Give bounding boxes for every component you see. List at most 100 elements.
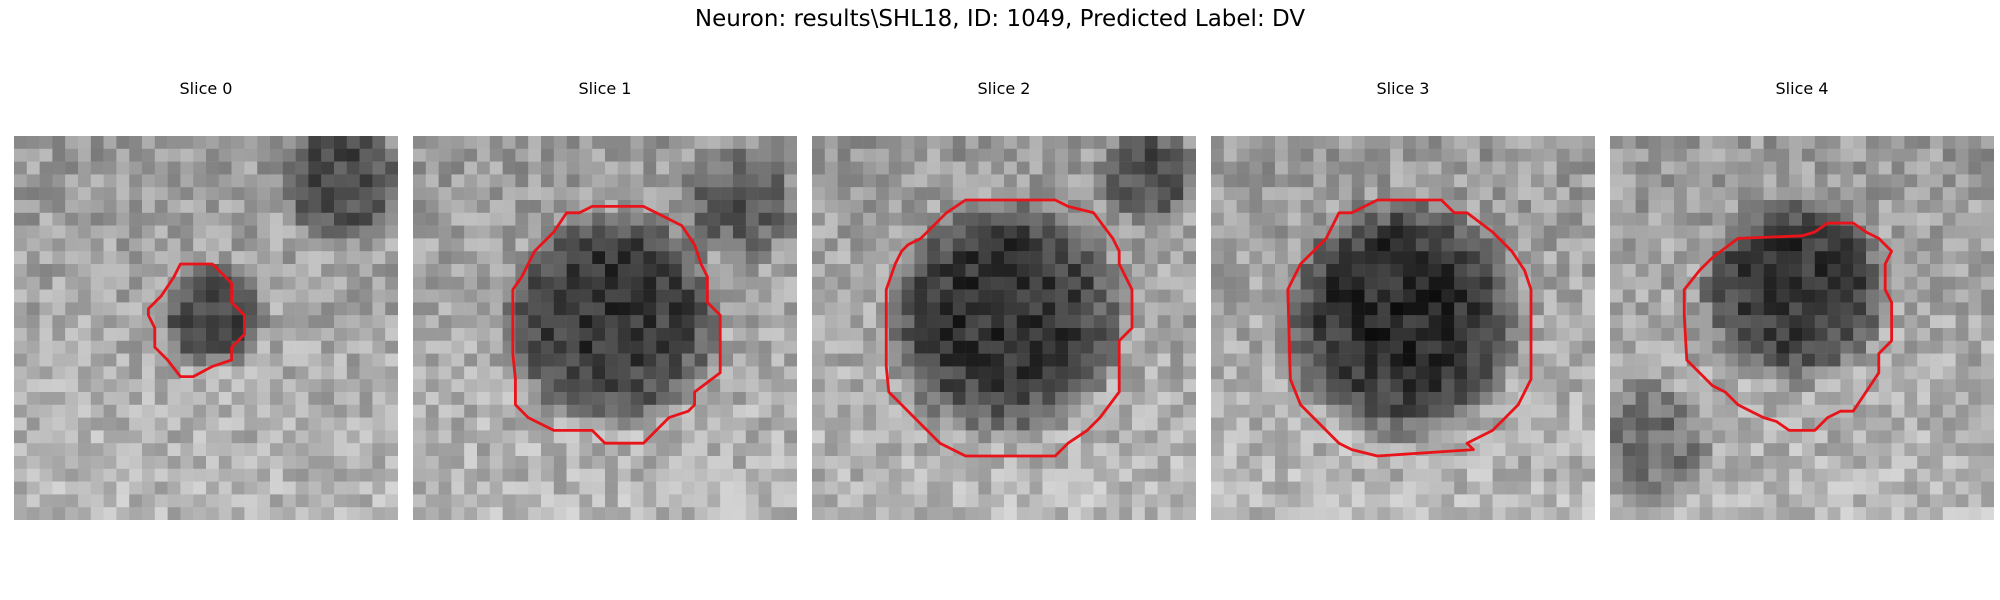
pixel-cell	[270, 417, 284, 431]
pixel-cell	[39, 379, 53, 393]
pixel-cell	[464, 276, 478, 290]
pixel-cell	[1712, 238, 1726, 252]
pixel-cell	[1287, 238, 1301, 252]
pixel-cell	[1454, 366, 1468, 380]
pixel-cell	[1814, 340, 1828, 354]
pixel-cell	[321, 468, 335, 482]
pixel-cell	[630, 264, 644, 278]
pixel-cell	[1326, 443, 1340, 457]
pixel-cell	[991, 468, 1005, 482]
pixel-cell	[978, 264, 992, 278]
pixel-cell	[1275, 200, 1289, 214]
pixel-cell	[477, 379, 491, 393]
pixel-cell	[812, 212, 826, 226]
pixel-cell	[1170, 481, 1184, 495]
pixel-cell	[231, 404, 245, 418]
pixel-cell	[1917, 302, 1931, 316]
pixel-cell	[154, 161, 168, 175]
pixel-cell	[1364, 174, 1378, 188]
pixel-cell	[1789, 212, 1803, 226]
pixel-cell	[1106, 136, 1120, 150]
pixel-cell	[1556, 481, 1570, 495]
pixel-cell	[90, 404, 104, 418]
pixel-cell	[154, 212, 168, 226]
pixel-cell	[707, 379, 721, 393]
pixel-cell	[334, 251, 348, 265]
pixel-cell	[927, 417, 941, 431]
pixel-cell	[1211, 481, 1225, 495]
pixel-cell	[1144, 392, 1158, 406]
pixel-cell	[90, 315, 104, 329]
pixel-cell	[1326, 136, 1340, 150]
pixel-cell	[1441, 148, 1455, 162]
pixel-cell	[1622, 430, 1636, 444]
pixel-cell	[978, 187, 992, 201]
pixel-cell	[733, 353, 747, 367]
pixel-cell	[1339, 136, 1353, 150]
pixel-cell	[425, 238, 439, 252]
pixel-cell	[733, 148, 747, 162]
pixel-cell	[218, 225, 232, 239]
pixel-cell	[592, 212, 606, 226]
pixel-cell	[579, 276, 593, 290]
pixel-cell	[927, 225, 941, 239]
pixel-cell	[1211, 302, 1225, 316]
pixel-cell	[1042, 417, 1056, 431]
pixel-cell	[643, 225, 657, 239]
pixel-cell	[592, 251, 606, 265]
pixel-cell	[1068, 417, 1082, 431]
pixel-cell	[1686, 328, 1700, 342]
pixel-cell	[566, 494, 580, 508]
pixel-cell	[129, 238, 143, 252]
pixel-cell	[940, 238, 954, 252]
pixel-cell	[1738, 276, 1752, 290]
pixel-cell	[1853, 187, 1867, 201]
pixel-cell	[1699, 468, 1713, 482]
pixel-cell	[52, 443, 66, 457]
pixel-cell	[244, 430, 258, 444]
pixel-cell	[784, 161, 797, 175]
pixel-cell	[142, 328, 156, 342]
pixel-cell	[1648, 264, 1662, 278]
pixel-cell	[231, 174, 245, 188]
pixel-cell	[1211, 174, 1225, 188]
pixel-cell	[489, 328, 503, 342]
pixel-cell	[1531, 494, 1545, 508]
pixel-cell	[1339, 238, 1353, 252]
pixel-cell	[1582, 174, 1595, 188]
pixel-cell	[1968, 340, 1982, 354]
pixel-cell	[965, 251, 979, 265]
pixel-cell	[1763, 328, 1777, 342]
pixel-cell	[720, 379, 734, 393]
pixel-cell	[1853, 468, 1867, 482]
pixel-cell	[1763, 251, 1777, 265]
pixel-cell	[1763, 404, 1777, 418]
pixel-cell	[231, 315, 245, 329]
pixel-cell	[914, 148, 928, 162]
pixel-cell	[1866, 174, 1880, 188]
pixel-cell	[1275, 379, 1289, 393]
pixel-cell	[1016, 507, 1030, 520]
pixel-cell	[206, 187, 220, 201]
pixel-cell	[385, 494, 398, 508]
pixel-cell	[888, 379, 902, 393]
pixel-cell	[257, 481, 271, 495]
pixel-cell	[257, 507, 271, 520]
pixel-cell	[206, 212, 220, 226]
pixel-cell	[1144, 136, 1158, 150]
pixel-cell	[952, 264, 966, 278]
pixel-cell	[1275, 161, 1289, 175]
pixel-cell	[52, 456, 66, 470]
pixel-cell	[812, 366, 826, 380]
pixel-cell	[1390, 136, 1404, 150]
pixel-cell	[1339, 200, 1353, 214]
pixel-cell	[1262, 174, 1276, 188]
pixel-cell	[681, 481, 695, 495]
pixel-cell	[1080, 148, 1094, 162]
pixel-cell	[65, 456, 79, 470]
pixel-cell	[1339, 353, 1353, 367]
pixel-cell	[1942, 468, 1956, 482]
pixel-cell	[1144, 225, 1158, 239]
pixel-cell	[154, 392, 168, 406]
pixel-cell	[464, 238, 478, 252]
